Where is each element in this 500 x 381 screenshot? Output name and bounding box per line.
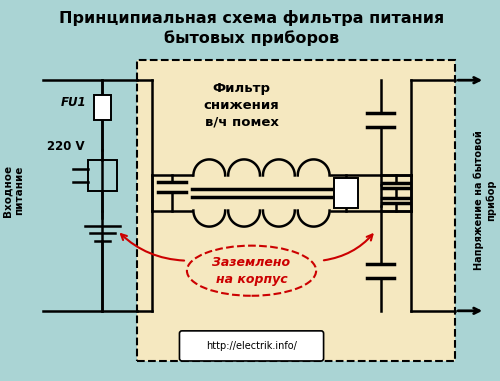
Bar [334,178,358,208]
Bar [137,60,456,361]
Text: Фильтр
снижения
в/ч помех: Фильтр снижения в/ч помех [204,82,280,129]
Text: Принципиальная схема фильтра питания
бытовых приборов: Принципиальная схема фильтра питания быт… [59,10,444,46]
Text: Напряжение на бытовой
прибор: Напряжение на бытовой прибор [474,131,496,271]
Bar [94,95,111,120]
Text: FU1: FU1 [60,96,86,109]
Text: http://electrik.info/: http://electrik.info/ [206,341,297,351]
FancyBboxPatch shape [180,331,324,361]
Text: 220 V: 220 V [48,140,85,153]
Text: Заземлено
на корпус: Заземлено на корпус [212,256,290,286]
Bar [88,160,118,190]
Text: Входное
питание: Входное питание [2,165,24,216]
